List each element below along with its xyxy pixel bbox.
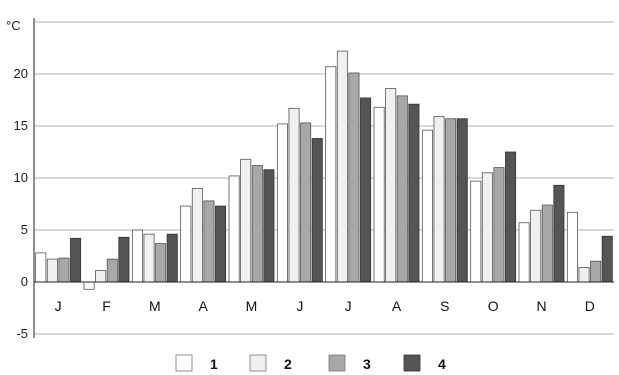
x-category-label: J [55,298,62,314]
bar-series-2 [95,270,107,283]
bar-series-2 [530,209,542,283]
bar-series-1 [566,211,578,283]
x-category-label: F [102,298,111,314]
y-tick-label: 10 [14,170,28,185]
bar-series-2 [288,107,300,283]
legend-swatch [249,354,267,372]
bar-series-4 [118,236,130,283]
x-category-label: J [345,298,352,314]
y-axis-unit-label: °C [6,18,21,33]
bar-series-4 [215,205,227,283]
bar-series-1 [421,129,433,283]
bar-series-3 [590,260,602,283]
legend-swatch [175,354,193,372]
bar-series-4 [408,103,420,283]
x-category-label: S [440,298,449,314]
bar-series-1 [228,175,240,283]
gridlines [34,21,614,335]
legend-swatch [328,354,346,372]
bar-series-2 [336,50,348,283]
bar-series-3 [106,258,118,283]
bar-series-4 [166,233,178,283]
bar-series-3 [493,167,505,283]
bar-series-4 [505,151,517,283]
y-tick-label: 0 [21,274,28,289]
bar-series-1 [35,252,47,283]
bar-series-1 [470,180,482,283]
bar-series-2 [143,233,155,283]
bar-series-2 [433,116,445,283]
legend-label: 2 [284,356,292,372]
bar-series-1 [180,205,192,283]
bar-series-3 [348,72,360,283]
bar-series-3 [58,257,70,283]
x-category-label: A [392,298,402,314]
x-category-label: M [149,298,161,314]
bar-series-4 [311,138,323,283]
legend: 1 2 3 4 [175,354,446,372]
bar-series-1 [83,281,95,290]
y-tick-label: 5 [21,222,28,237]
bar-series-4 [70,237,82,283]
x-category-label: N [536,298,546,314]
bar-series-2 [385,88,397,283]
x-category-label: J [296,298,303,314]
bar-series-3 [445,118,457,283]
bar-series-1 [325,66,337,283]
bar-series-1 [131,229,143,283]
bar-series-1 [518,222,530,283]
bar-series-3 [251,165,263,283]
bar-series-4 [360,97,372,283]
bar-series-4 [553,184,565,283]
legend-label: 4 [438,356,446,372]
bar-series-3 [300,122,312,283]
bar-series-3 [541,204,553,283]
bar-series-3 [203,200,215,283]
axes: -5 0 5 10 15 20 J F M A M J J A S O N D [14,18,614,341]
x-category-label: M [246,298,258,314]
y-tick-label: 15 [14,118,28,133]
bars [35,50,613,290]
bar-series-2 [46,258,58,283]
bar-series-1 [373,106,385,283]
bar-series-1 [276,123,288,283]
bar-series-3 [155,243,167,283]
legend-label: 3 [363,356,371,372]
legend-swatch [403,354,421,372]
legend-label: 1 [210,356,218,372]
y-tick-label: -5 [16,326,28,341]
bar-series-4 [601,235,613,283]
bar-series-2 [481,172,493,283]
y-tick-label: 20 [14,66,28,81]
x-category-label: O [488,298,499,314]
x-category-label: D [585,298,595,314]
bar-series-2 [578,267,590,283]
bar-series-3 [396,95,408,283]
bar-series-4 [263,169,275,283]
bar-series-4 [456,118,468,283]
bar-series-2 [240,158,252,283]
bar-series-2 [191,187,203,283]
x-category-label: A [198,298,208,314]
